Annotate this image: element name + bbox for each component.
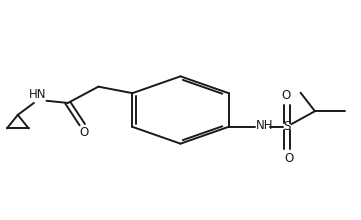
Text: HN: HN: [29, 88, 46, 101]
Text: NH: NH: [256, 119, 273, 132]
Text: O: O: [79, 126, 89, 139]
Text: O: O: [284, 152, 293, 165]
Text: O: O: [281, 89, 291, 102]
Text: S: S: [283, 120, 291, 133]
